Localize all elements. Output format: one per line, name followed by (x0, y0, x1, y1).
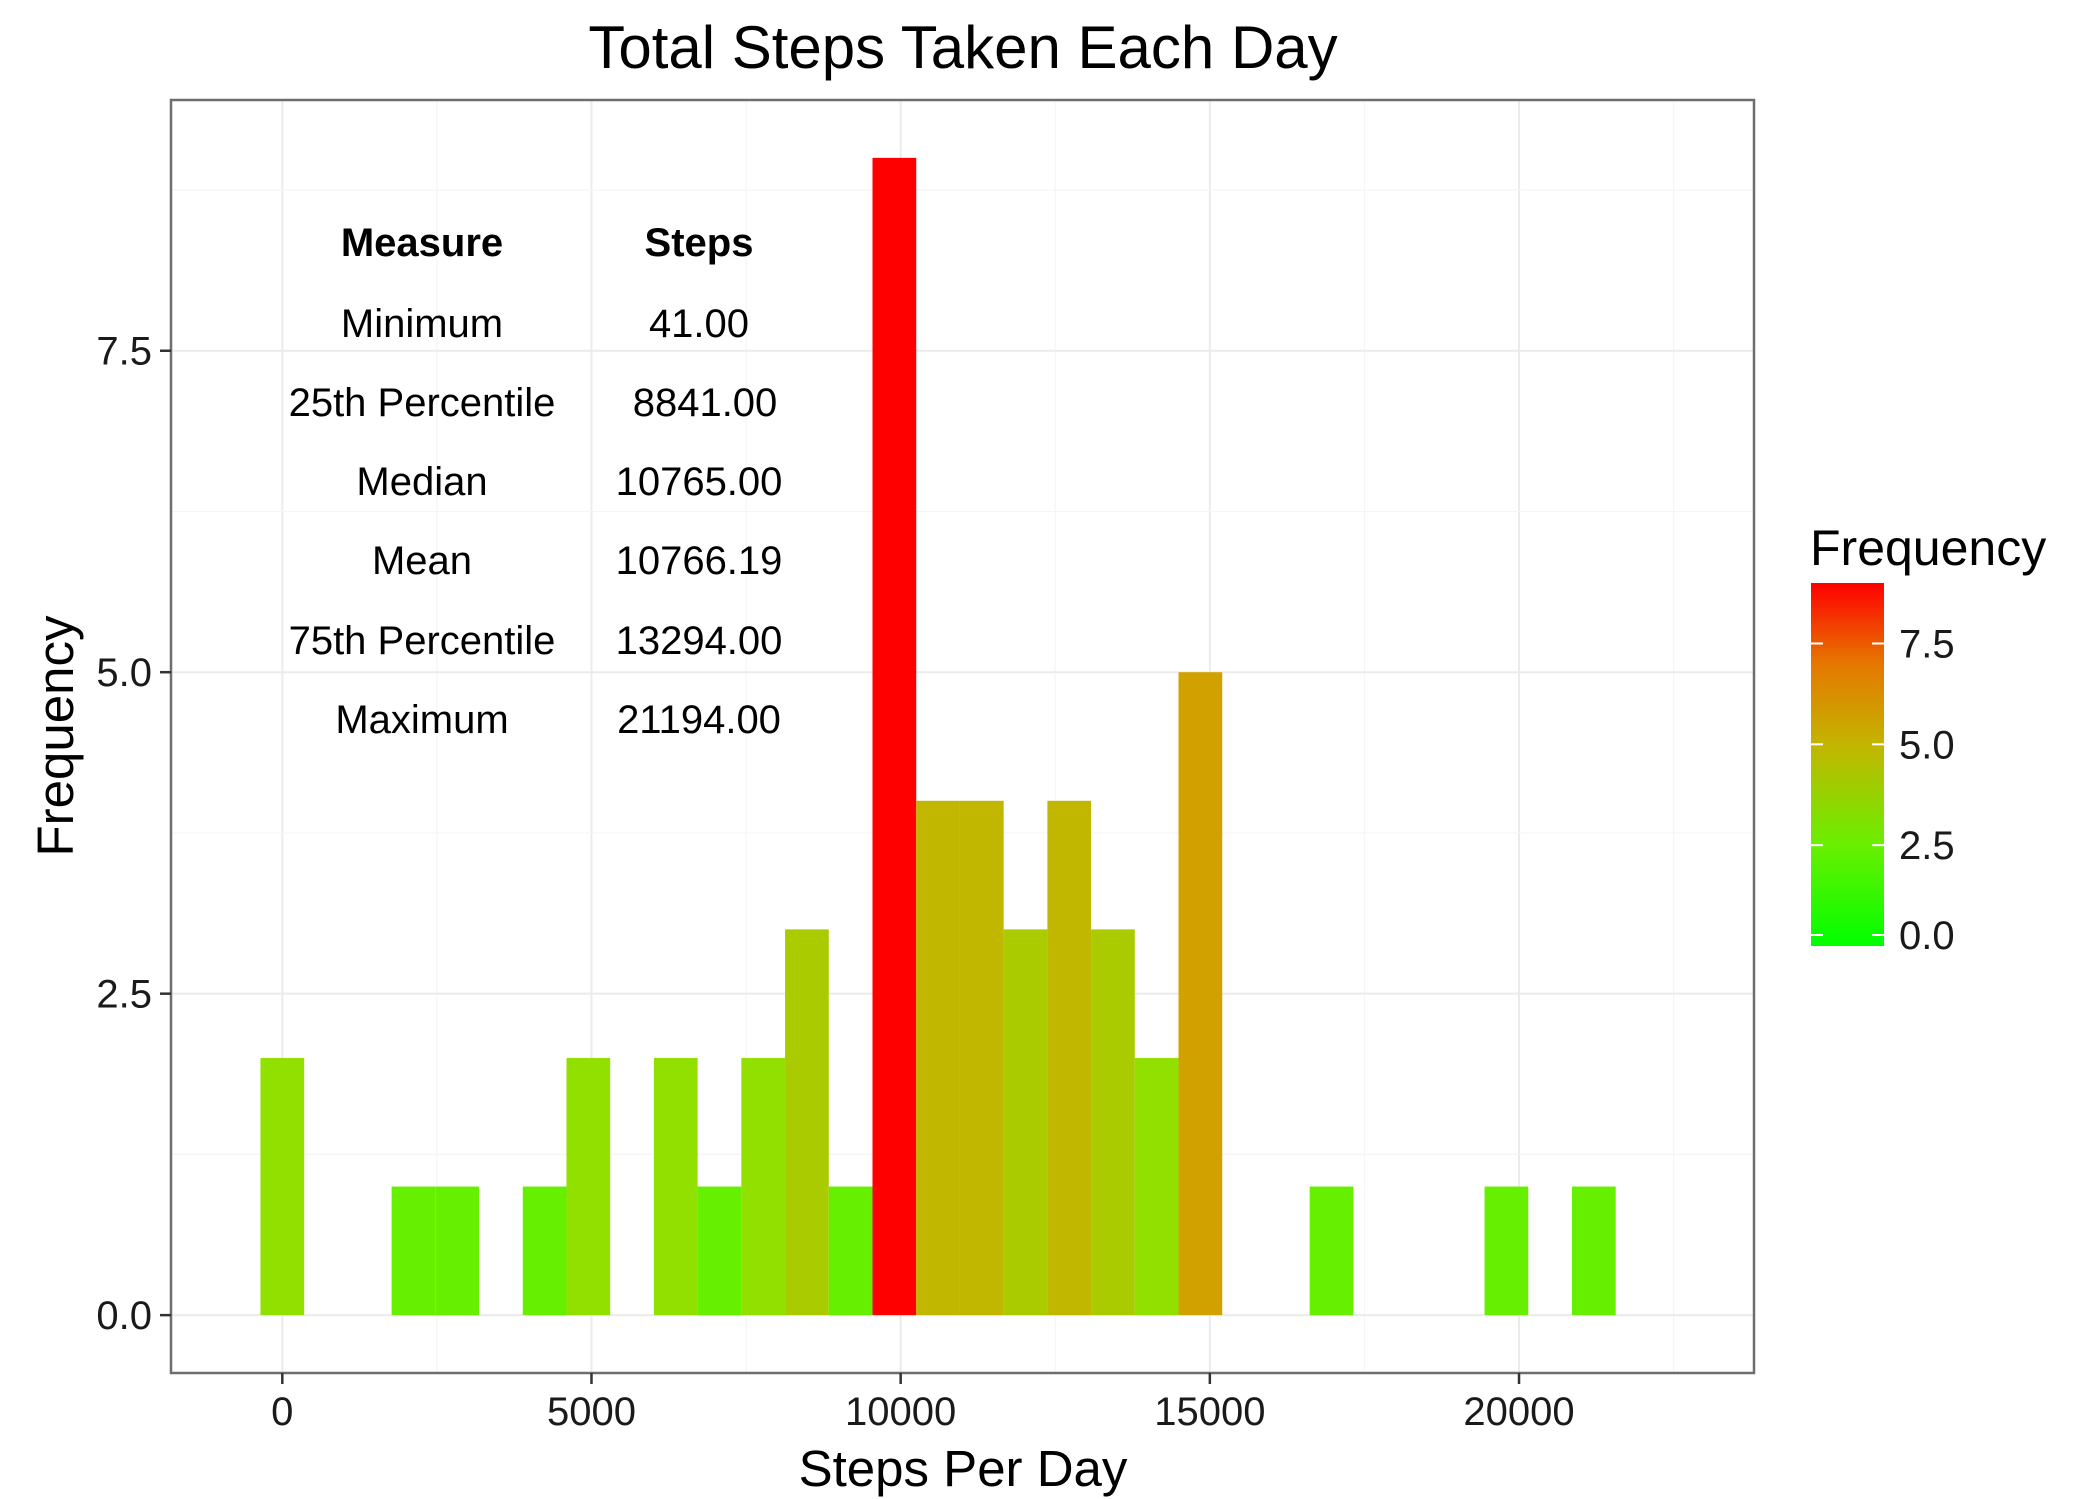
x-axis: 0 5000 10000 15000 20000 (271, 1373, 1575, 1434)
histogram-bar (435, 1186, 480, 1316)
x-tick-label: 0 (271, 1390, 293, 1434)
stats-value-maximum: 21194.00 (617, 698, 781, 742)
x-axis-title: Steps Per Day (799, 1440, 1128, 1497)
stats-value-25th-percentile: 8841.00 (633, 381, 778, 425)
y-tick-label: 0.0 (96, 1294, 152, 1338)
legend: Frequency 0.0 2.5 5.0 7.5 (1810, 520, 2046, 958)
histogram-bar (566, 1057, 611, 1316)
legend-colorbar (1811, 583, 1884, 946)
y-tick-label: 2.5 (96, 973, 152, 1017)
stats-measure-25th-percentile: 25th Percentile (289, 381, 556, 425)
histogram-bar (916, 800, 960, 1316)
histogram-bar (959, 800, 1004, 1316)
histogram-bar (785, 929, 829, 1316)
stats-header-steps: Steps (645, 221, 754, 265)
y-tick-label: 7.5 (96, 330, 152, 374)
histogram-bar (1178, 672, 1223, 1316)
x-tick-label: 20000 (1463, 1390, 1574, 1434)
histogram-bar (741, 1057, 786, 1316)
legend-label: 0.0 (1899, 914, 1955, 958)
histogram-bar (391, 1186, 436, 1316)
legend-ticks: 0.0 2.5 5.0 7.5 (1811, 623, 1955, 958)
stats-value-minimum: 41.00 (649, 302, 749, 346)
summary-stats-table: Measure Steps Minimum 41.00 25th Percent… (289, 221, 783, 742)
stats-measure-maximum: Maximum (335, 698, 508, 742)
stats-measure-mean: Mean (372, 539, 472, 583)
histogram-bar (1134, 1057, 1179, 1316)
histogram-bar (828, 1186, 873, 1316)
histogram-bar (653, 1057, 698, 1316)
stats-value-mean: 10766.19 (616, 539, 783, 583)
legend-label: 2.5 (1899, 824, 1955, 868)
histogram-bar (260, 1057, 305, 1316)
legend-title: Frequency (1810, 520, 2046, 576)
x-tick-label: 5000 (547, 1390, 636, 1434)
histogram-bar (872, 157, 917, 1316)
histogram-bar (522, 1186, 567, 1316)
legend-label: 7.5 (1899, 623, 1955, 667)
histogram-bar (1091, 929, 1135, 1316)
histogram-bar (1484, 1186, 1529, 1316)
stats-measure-75th-percentile: 75th Percentile (289, 619, 556, 663)
histogram-bar (1309, 1186, 1354, 1316)
x-tick-label: 10000 (845, 1390, 956, 1434)
stats-value-75th-percentile: 13294.00 (616, 619, 783, 663)
histogram-bar (1003, 929, 1048, 1316)
histogram-bar (1047, 800, 1092, 1316)
stats-measure-minimum: Minimum (341, 302, 503, 346)
plot-panel-border (169, 98, 1756, 1375)
histogram-bars (260, 157, 1616, 1316)
legend-label: 5.0 (1899, 723, 1955, 767)
y-axis-title: Frequency (27, 615, 84, 856)
histogram-bar (1571, 1186, 1616, 1316)
stats-measure-median: Median (356, 460, 487, 504)
stats-value-median: 10765.00 (616, 460, 783, 504)
chart-title: Total Steps Taken Each Day (588, 14, 1337, 81)
y-axis: 0.0 2.5 5.0 7.5 (96, 330, 171, 1338)
stats-header-measure: Measure (341, 221, 503, 265)
y-tick-label: 5.0 (96, 651, 152, 695)
histogram-bar (697, 1186, 742, 1316)
x-tick-label: 15000 (1154, 1390, 1265, 1434)
